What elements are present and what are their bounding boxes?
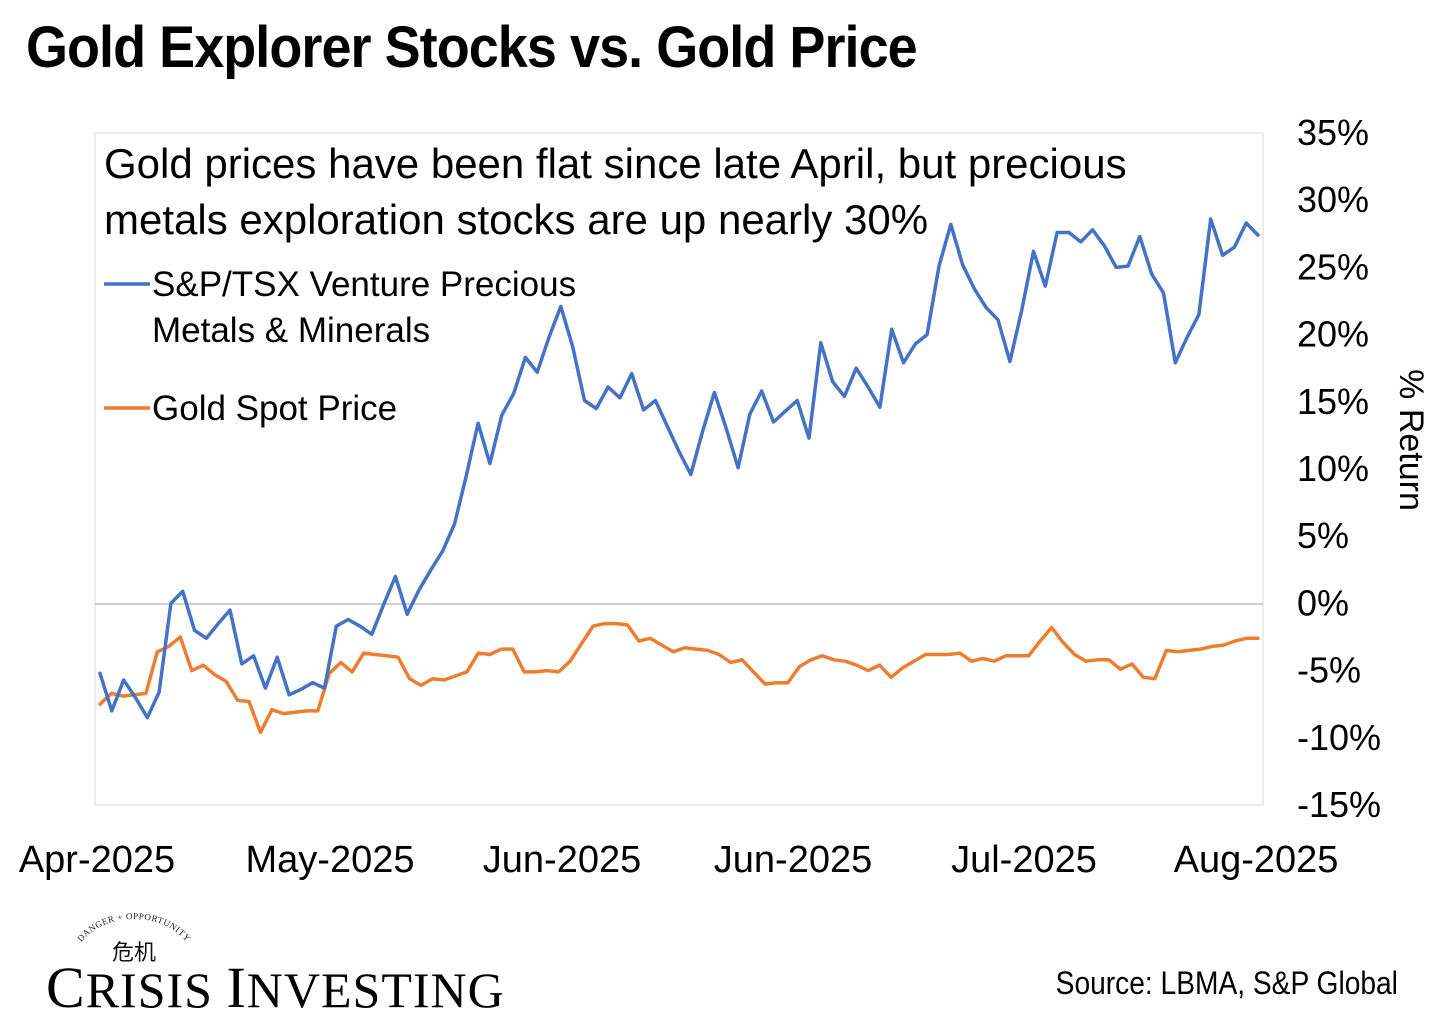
y-tick-label: -10% xyxy=(1297,717,1381,758)
y-axis-label: % Return xyxy=(1392,369,1430,511)
y-tick-label: -5% xyxy=(1297,650,1361,691)
y-tick-label: 0% xyxy=(1297,582,1349,623)
source-note: Source: LBMA, S&P Global xyxy=(1055,965,1398,1001)
y-tick-label: 10% xyxy=(1297,448,1369,489)
legend-label: S&P/TSX Venture Precious xyxy=(152,265,576,304)
chart-title: Gold Explorer Stocks vs. Gold Price xyxy=(26,15,918,80)
series-line-tsx-venture xyxy=(98,217,1260,720)
annotation-line: Gold prices have been flat since late Ap… xyxy=(104,140,1127,187)
x-tick-label: Aug-2025 xyxy=(1174,839,1339,881)
legend: S&P/TSX Venture Precious Metals & Mineral… xyxy=(104,265,576,428)
y-tick-label: 20% xyxy=(1297,314,1369,355)
x-tick-label: Jun-2025 xyxy=(483,839,641,881)
y-tick-label: 25% xyxy=(1297,246,1369,287)
legend-label: Gold Spot Price xyxy=(152,389,397,428)
logo-emblem: DANGER + OPPORTUNITY 危机 xyxy=(75,912,193,966)
annotation-line: metals exploration stocks are up nearly … xyxy=(104,196,928,243)
x-tick-label: Jul-2025 xyxy=(951,839,1097,881)
logo-brand-text: CRISIS INVESTING xyxy=(46,955,505,1020)
y-tick-label: 35% xyxy=(1297,112,1369,153)
y-tick-labels: 35% 30% 25% 20% 15% 10% 5% 0% -5% -10% -15% xyxy=(1297,112,1381,825)
x-tick-label: Jun-2025 xyxy=(714,839,872,881)
y-tick-label: -15% xyxy=(1297,784,1381,825)
legend-label: Metals & Minerals xyxy=(152,311,430,350)
crisis-investing-logo: DANGER + OPPORTUNITY 危机 CRISIS INVESTING xyxy=(46,912,504,1020)
x-tick-label: Apr-2025 xyxy=(19,839,175,881)
logo-tagline: DANGER + OPPORTUNITY xyxy=(75,912,192,944)
x-tick-label: May-2025 xyxy=(246,839,415,881)
x-tick-labels: Apr-2025 May-2025 Jun-2025 Jun-2025 Jul-2025… xyxy=(19,839,1339,881)
svg-text:DANGER + OPPORTUNITY: DANGER + OPPORTUNITY xyxy=(75,912,193,944)
series-lines xyxy=(98,217,1260,735)
y-tick-label: 30% xyxy=(1297,179,1369,220)
annotation: Gold prices have been flat since late Ap… xyxy=(104,140,1127,243)
y-tick-label: 5% xyxy=(1297,515,1349,556)
series-line-gold-spot xyxy=(98,621,1260,735)
logo-glyph: 危机 xyxy=(112,941,156,966)
y-tick-label: 15% xyxy=(1297,381,1369,422)
